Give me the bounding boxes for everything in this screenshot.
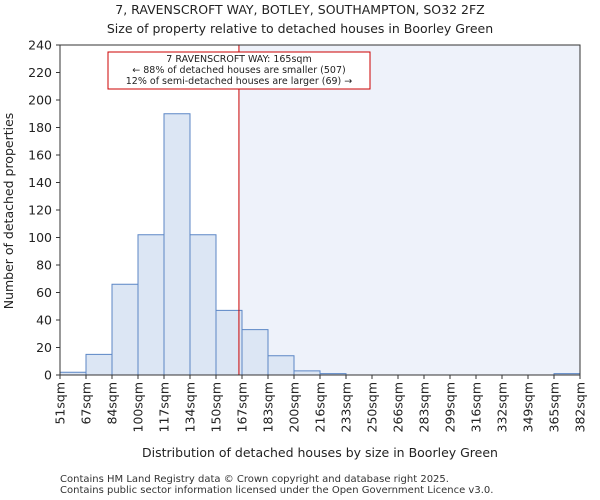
x-tick-label: 250sqm [365,382,380,432]
y-tick-label: 0 [44,368,52,383]
y-axis: 0 20 40 60 80 100 120 140 160 180 200 220 240 [28,38,60,383]
bar-84sqm [111,283,139,376]
annotation-line-2: ← 88% of detached houses are smaller (50… [132,65,345,76]
annotation-line-3: 12% of semi-detached houses are larger (… [126,76,353,87]
y-tick-label: 80 [36,258,52,273]
x-tick-label: 266sqm [391,382,406,432]
x-tick-label: 283sqm [417,382,432,432]
larger-size-shade [238,45,581,375]
x-tick-label: 365sqm [547,382,562,432]
y-tick-label: 60 [36,285,52,300]
chart-subtitle: Size of property relative to detached ho… [107,21,493,36]
x-tick-label: 167sqm [235,382,250,432]
bar-183sqm [267,355,295,376]
x-tick-label: 100sqm [131,382,146,432]
y-tick-label: 200 [28,93,52,108]
y-tick-label: 140 [28,175,52,190]
y-tick-label: 240 [28,38,52,53]
x-axis-label: Distribution of detached houses by size … [142,445,498,460]
x-tick-label: 67sqm [79,382,94,425]
chart-title: 7, RAVENSCROFT WAY, BOTLEY, SOUTHAMPTON,… [115,2,484,17]
x-tick-label: 200sqm [287,382,302,432]
x-tick-label: 382sqm [573,382,588,432]
bar-117sqm [163,113,191,376]
y-tick-label: 120 [28,203,52,218]
y-tick-label: 100 [28,230,52,245]
annotation-box [107,51,371,90]
y-axis-label: Number of detached properties [1,113,16,310]
annotation-line-1: 7 RAVENSCROFT WAY: 165sqm [166,54,311,65]
bar-67sqm [85,353,113,376]
x-tick-label: 349sqm [521,382,536,432]
plot-frame [59,44,581,376]
bar-200sqm [293,370,321,376]
x-tick-label: 216sqm [313,382,328,432]
x-tick-label: 233sqm [339,382,354,432]
y-tick-label: 180 [28,120,52,135]
x-tick-label: 150sqm [209,382,224,432]
footer-line-1: Contains HM Land Registry data © Crown c… [60,474,449,485]
x-tick-label: 183sqm [261,382,276,432]
x-tick-label: 51sqm [53,382,68,425]
x-tick-label: 134sqm [183,382,198,432]
y-tick-label: 220 [28,65,52,80]
y-tick-label: 20 [36,340,52,355]
bar-150sqm [215,309,243,376]
y-tick-label: 160 [28,148,52,163]
bars-group [59,113,581,376]
x-tick-label: 299sqm [443,382,458,432]
y-tick-label: 40 [36,313,52,328]
bar-134sqm [189,234,217,376]
x-tick-label: 84sqm [105,382,120,425]
x-axis: 51sqm 67sqm 84sqm 100sqm 117sqm 134sqm 150sqm 1… [53,375,588,432]
bar-100sqm [137,234,165,376]
x-tick-label: 117sqm [157,382,172,432]
x-tick-label: 316sqm [469,382,484,432]
bar-167sqm [241,329,269,376]
x-tick-label: 332sqm [495,382,510,432]
footer-line-2: Contains public sector information licen… [60,485,494,496]
